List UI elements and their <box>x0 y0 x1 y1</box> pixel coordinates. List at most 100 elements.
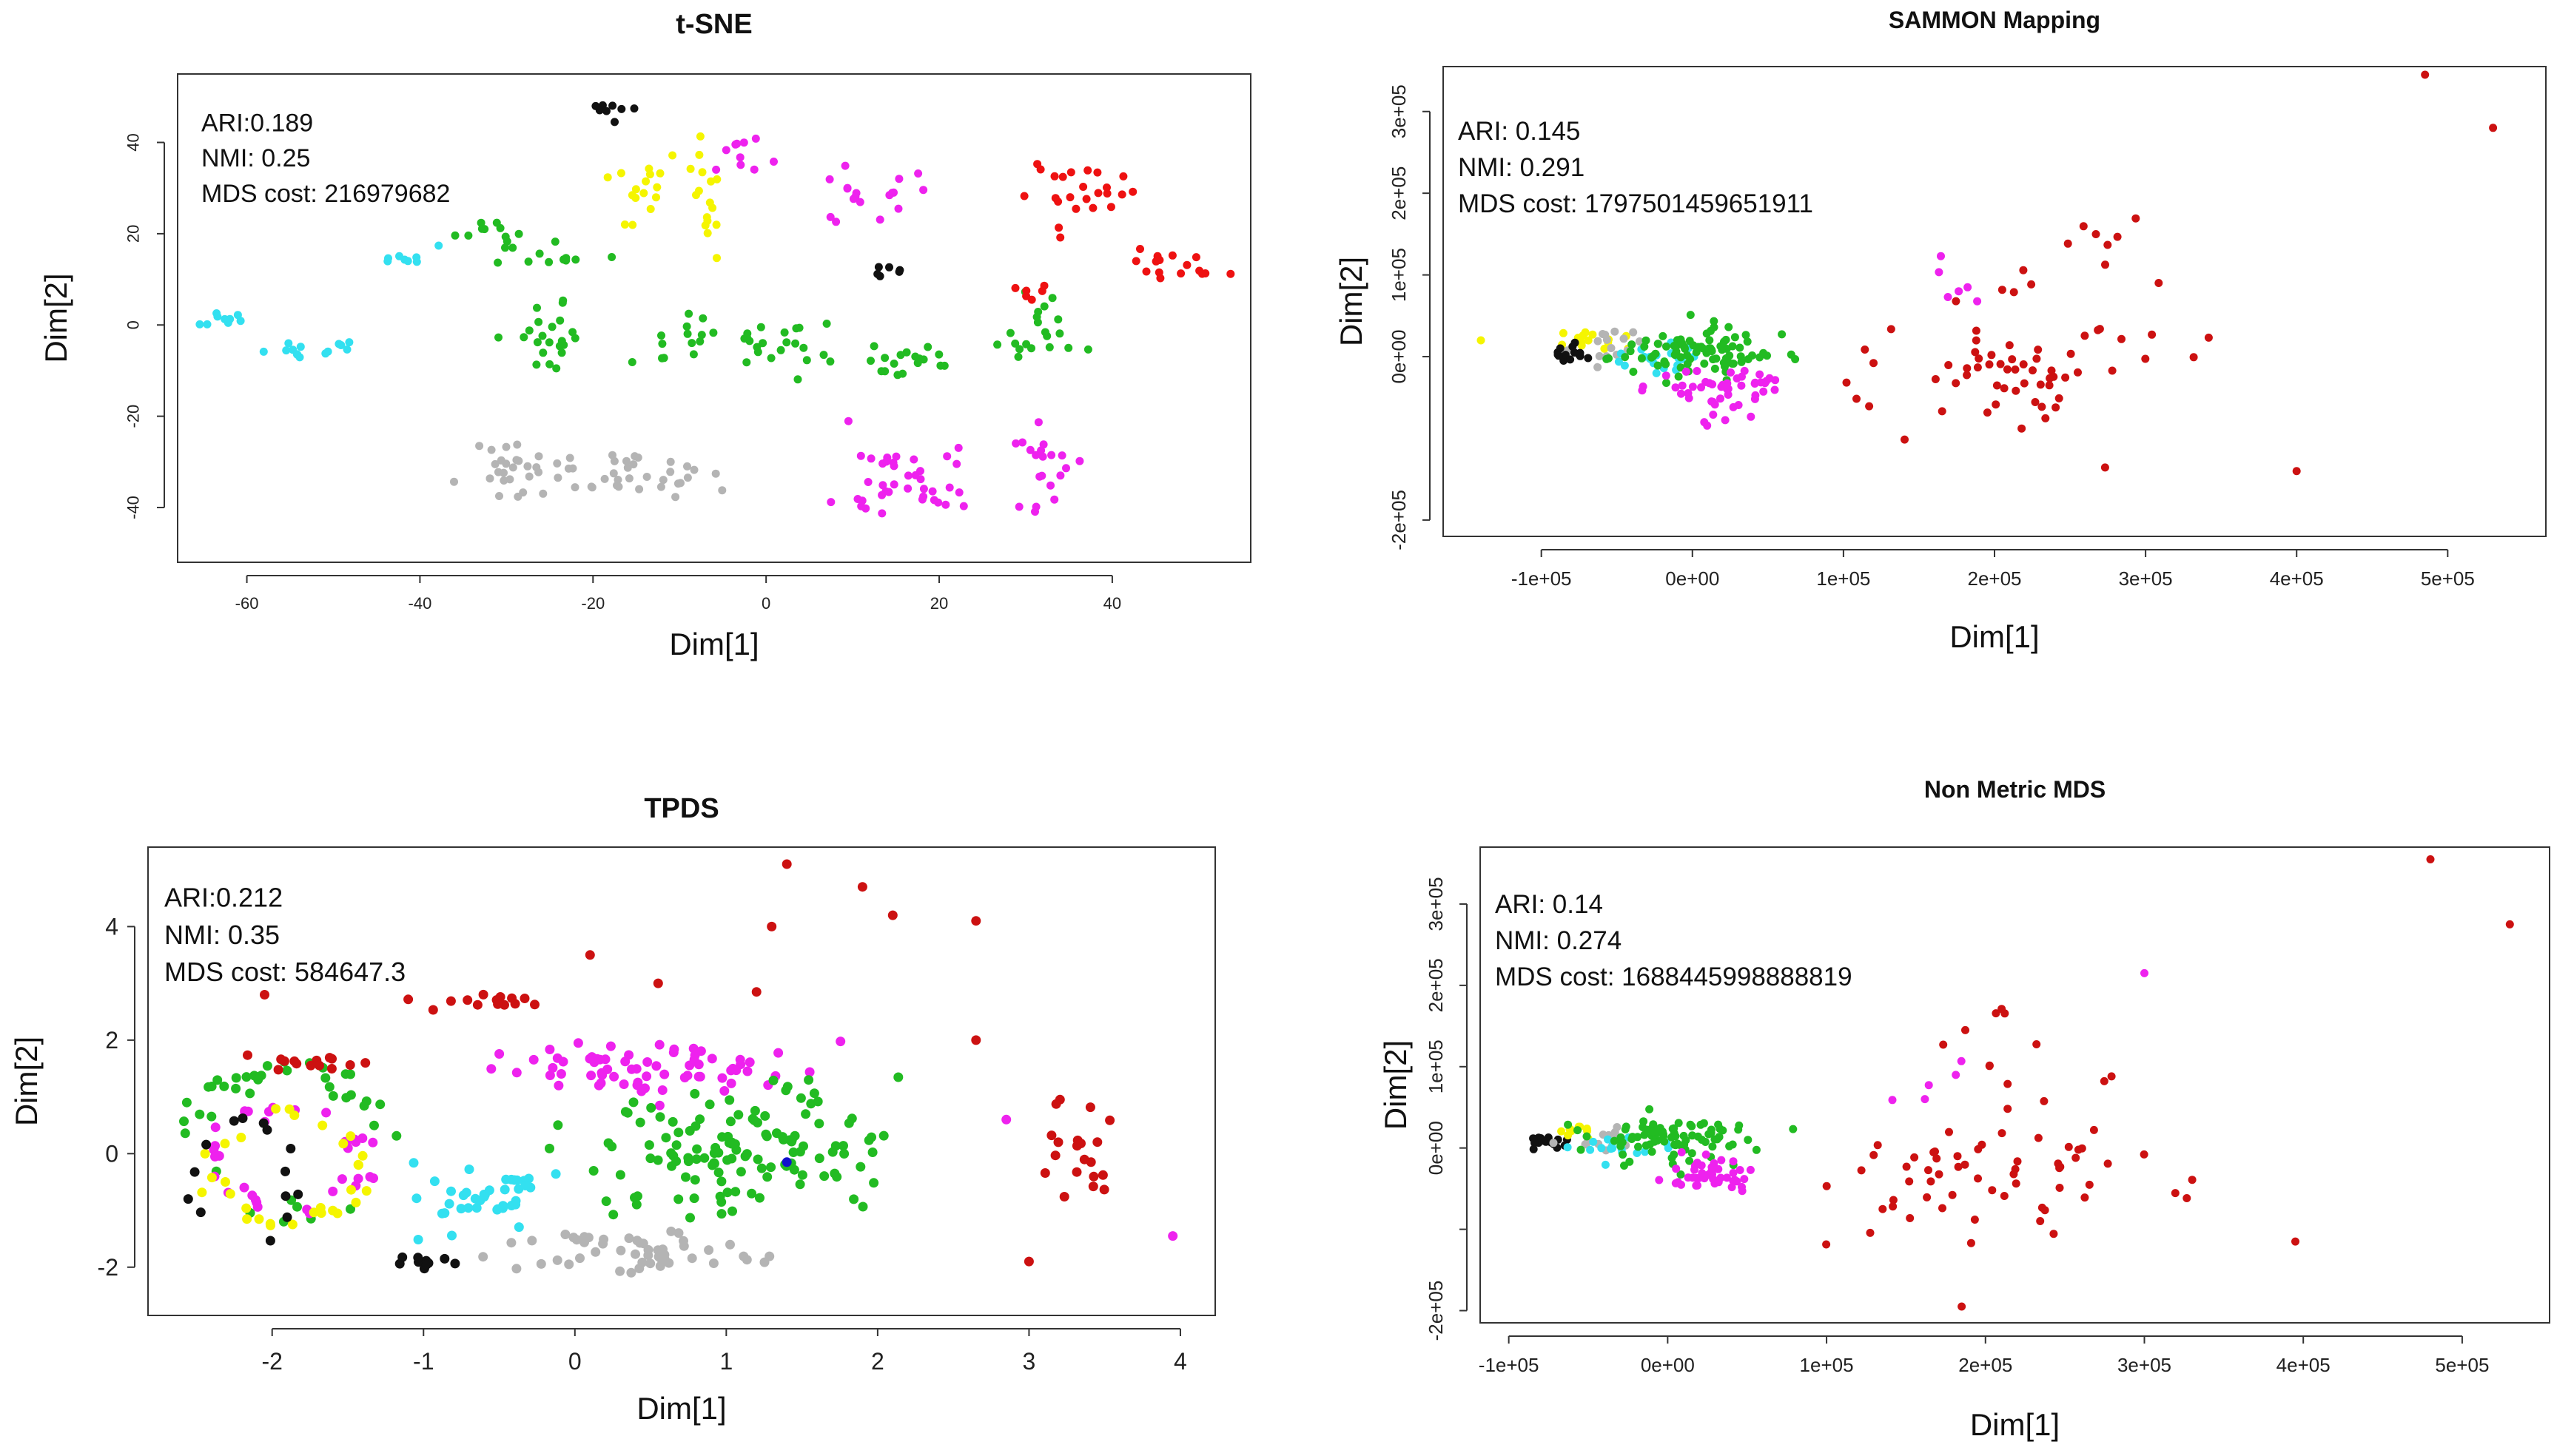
data-point-green <box>1725 1142 1734 1150</box>
data-point-red <box>1985 360 1994 369</box>
data-point-black <box>1576 348 1585 357</box>
data-point-red <box>1089 203 1098 212</box>
data-point-gray <box>1593 337 1602 346</box>
data-point-green <box>1582 1132 1591 1141</box>
x-tick-label: 3e+05 <box>2117 1354 2171 1376</box>
data-point-yellow <box>698 168 707 177</box>
data-point-red <box>1873 1141 1882 1150</box>
data-point-cyan <box>203 320 212 328</box>
data-point-magenta <box>1709 411 1718 419</box>
data-point-magenta <box>745 1057 755 1068</box>
data-point-cyan <box>413 1235 423 1244</box>
data-point-red <box>1906 1214 1915 1222</box>
data-point-red <box>1011 283 1020 292</box>
data-point-green <box>538 331 547 340</box>
data-point-magenta <box>1672 1165 1681 1173</box>
data-point-red <box>428 1005 438 1015</box>
data-point-green <box>1730 333 1739 342</box>
data-point-yellow <box>701 221 710 230</box>
data-point-magenta <box>558 1056 568 1067</box>
data-point-gray <box>1607 344 1616 352</box>
data-point-green <box>867 1147 878 1157</box>
data-point-green <box>320 1073 331 1083</box>
data-point-green <box>722 1187 733 1198</box>
data-point-magenta <box>773 1048 784 1058</box>
data-point-magenta <box>247 1190 258 1201</box>
data-point-yellow <box>317 1120 328 1130</box>
chart-title: SAMMON Mapping <box>1889 7 2100 33</box>
data-point-red <box>345 1060 355 1070</box>
data-point-magenta <box>1015 502 1024 511</box>
data-point-green <box>1672 347 1681 356</box>
data-point-red <box>1155 268 1163 277</box>
data-point-yellow <box>639 189 648 198</box>
data-point-magenta <box>1693 1181 1701 1190</box>
data-point-green <box>212 1075 223 1085</box>
data-point-magenta <box>770 158 778 166</box>
data-point-red <box>2154 279 2163 287</box>
scatter-points <box>1476 70 2498 476</box>
data-point-red <box>1085 1102 1095 1113</box>
data-point-red <box>1177 269 1186 278</box>
data-point-green <box>1622 1122 1630 1131</box>
data-point-green <box>1715 1133 1724 1142</box>
data-point-red <box>1053 1137 1063 1147</box>
data-point-red <box>326 1064 337 1074</box>
data-point-green <box>661 1133 671 1143</box>
data-point-red <box>2034 346 2043 354</box>
data-point-red <box>493 999 503 1009</box>
data-point-green <box>658 340 667 348</box>
data-point-yellow <box>603 173 612 182</box>
data-point-green <box>867 357 875 365</box>
data-point-green <box>830 1168 840 1179</box>
data-point-yellow <box>695 150 704 159</box>
data-point-red <box>2091 230 2100 238</box>
data-point-green <box>802 356 811 365</box>
data-point-magenta <box>941 500 950 509</box>
data-point-yellow <box>242 1214 252 1224</box>
data-point-gray <box>634 454 642 462</box>
plot-frame <box>177 73 1251 563</box>
data-point-yellow <box>361 1186 372 1196</box>
data-point-green <box>539 348 548 357</box>
data-point-magenta <box>1046 481 1055 490</box>
data-point-green <box>369 1120 379 1130</box>
metric-annotation: NMI: 0.291 <box>1458 153 1585 182</box>
y-tick-label: -20 <box>124 405 143 428</box>
data-point-magenta <box>1729 402 1738 411</box>
data-point-magenta <box>1937 252 1945 260</box>
data-point-green <box>1662 342 1670 351</box>
data-point-green <box>1736 352 1745 361</box>
data-point-red <box>2049 1230 2058 1238</box>
data-point-magenta <box>1047 451 1056 459</box>
data-point-green <box>451 231 460 240</box>
data-point-magenta <box>1688 382 1697 391</box>
data-point-magenta <box>486 1064 497 1074</box>
data-point-green <box>548 323 557 331</box>
data-point-gray <box>539 489 548 498</box>
data-point-green <box>1034 308 1043 316</box>
nonmetric-mds-plot-svg: Non Metric MDS -1e+05 0e+00 1e+05 2e+05 3e+05… <box>1378 776 2550 1442</box>
data-point-red <box>1082 195 1091 203</box>
data-point-green <box>692 1144 702 1154</box>
data-point-red <box>1961 1025 1969 1034</box>
data-point-black <box>1530 1139 1539 1147</box>
x-tick-label: 1e+05 <box>1816 567 1870 590</box>
data-point-green <box>747 1188 757 1199</box>
data-point-red <box>1972 336 1980 345</box>
data-point-black <box>1568 343 1577 351</box>
plot-frame <box>1442 66 2547 537</box>
data-point-green <box>715 1191 725 1201</box>
data-point-red <box>2036 380 2045 389</box>
data-point-magenta <box>659 1069 670 1079</box>
data-point-magenta <box>1888 1096 1897 1105</box>
data-point-blue <box>782 1157 792 1167</box>
data-point-cyan <box>384 254 392 263</box>
data-point-cyan <box>345 338 354 347</box>
y-axis-label: Dim[2] <box>9 1037 44 1126</box>
data-point-cyan <box>464 1165 474 1174</box>
data-point-gray <box>645 1258 656 1269</box>
plot-frame <box>1479 846 2550 1324</box>
data-point-red <box>1076 1139 1086 1148</box>
data-point-cyan <box>500 1184 510 1195</box>
